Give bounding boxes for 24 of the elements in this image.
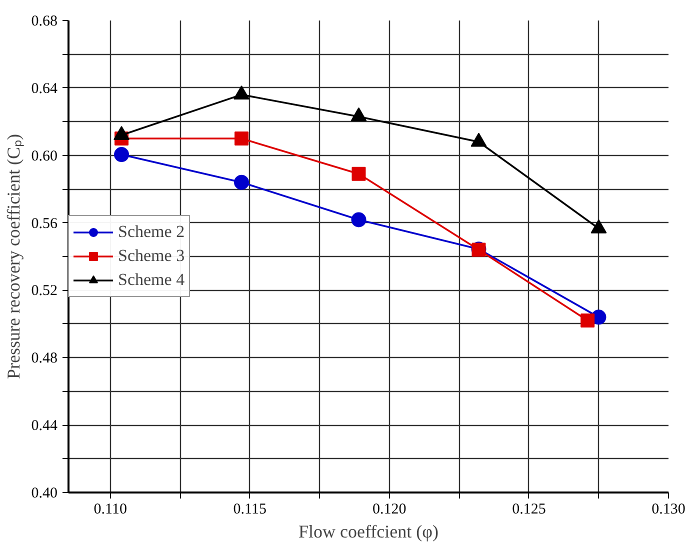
- point: [114, 147, 130, 162]
- y-tick-label: 0.60: [31, 148, 58, 164]
- point: [234, 174, 250, 190]
- y-axis-title: Pressure recovery coefficient (Cₚ): [3, 134, 24, 380]
- x-tick-label: 0.110: [94, 502, 127, 518]
- y-tick-label: 0.40: [31, 486, 58, 502]
- y-tick-label: 0.64: [31, 80, 58, 97]
- legend-label: Scheme 2: [118, 221, 185, 243]
- x-tick-label: 0.120: [372, 502, 406, 518]
- point: [580, 314, 595, 328]
- legend-label: Scheme 3: [118, 245, 185, 267]
- x-tick-label: 0.115: [233, 502, 266, 518]
- point: [352, 166, 366, 181]
- y-tick-label: 0.48: [31, 350, 58, 367]
- point: [234, 132, 249, 146]
- y-tick-label: 0.68: [31, 14, 58, 30]
- point: [351, 212, 366, 228]
- x-tick-label: 0.125: [512, 502, 546, 518]
- legend-label: Scheme 4: [118, 269, 185, 291]
- y-tick-label: 0.44: [31, 418, 58, 434]
- y-tick-label: 0.52: [31, 283, 58, 300]
- x-tick-label: 0.130: [652, 502, 686, 518]
- x-axis-title: Flow coeffcient (φ): [298, 522, 439, 542]
- y-tick-label: 0.56: [31, 216, 58, 232]
